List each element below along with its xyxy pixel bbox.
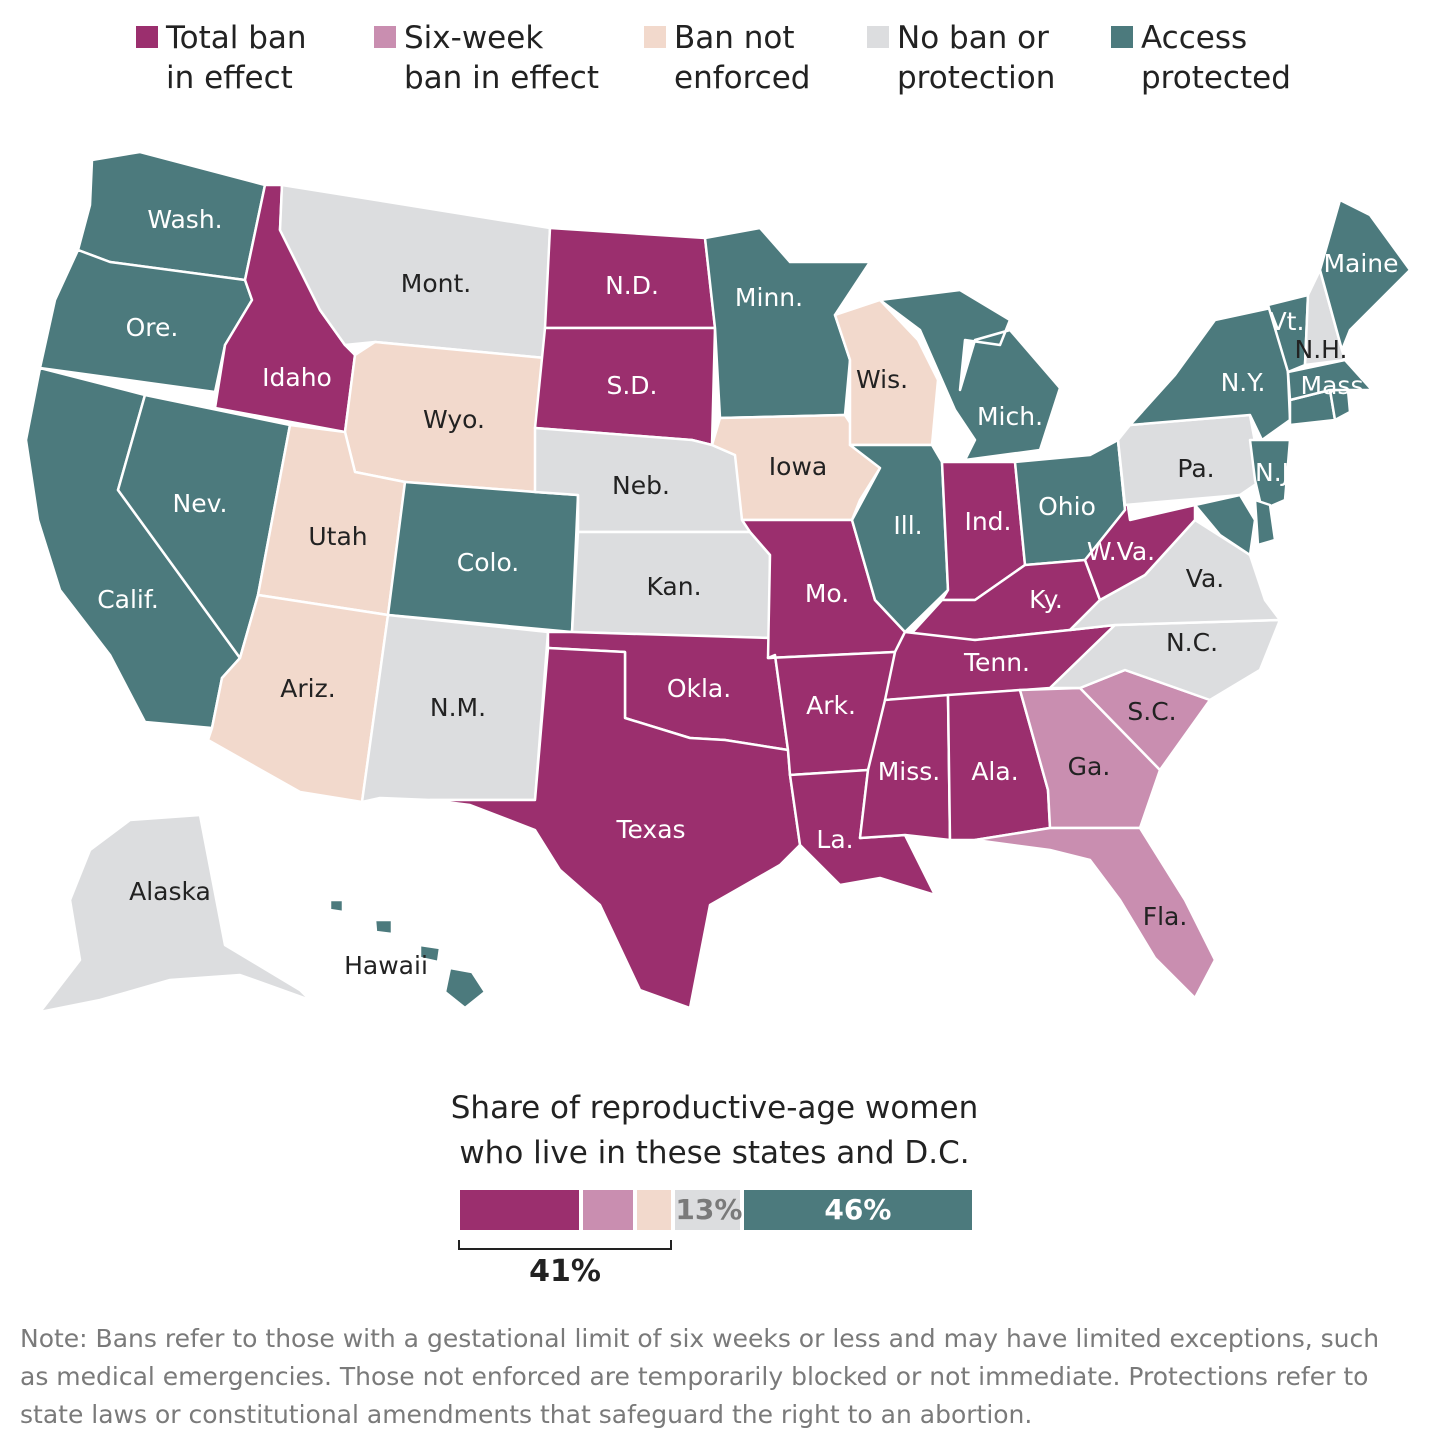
state-label-va: Va. (1186, 564, 1224, 593)
state-label-tx: Texas (615, 815, 685, 844)
share-segment-six-week (583, 1190, 633, 1230)
legend-label: ban in effect (404, 60, 599, 96)
state-nh (1303, 268, 1347, 367)
state-label-fl: Fla. (1143, 902, 1188, 931)
legend-label: in effect (166, 60, 293, 96)
share-segment-not-enforced (636, 1190, 672, 1230)
state-label-nh: N.H. (1295, 335, 1348, 364)
state-nj (1248, 438, 1292, 512)
state-wi (833, 298, 940, 447)
state-label-il: Ill. (893, 511, 922, 540)
legend-label: protection (897, 60, 1056, 96)
state-label-al: Ala. (971, 757, 1018, 786)
state-label-ok: Okla. (667, 674, 731, 703)
state-label-ia: Iowa (769, 452, 827, 481)
us-map: Wash. Ore. Calif. Nev. Idaho Mont. Wyo. … (24, 150, 1412, 1014)
state-label-me: Maine (1323, 249, 1398, 278)
state-label-mi: Mich. (977, 402, 1043, 431)
ban-bracket (458, 1240, 672, 1250)
state-label-ca: Calif. (97, 585, 159, 614)
state-label-ks: Kan. (646, 572, 701, 601)
state-label-mt: Mont. (401, 269, 471, 298)
state-label-ny: N.Y. (1221, 368, 1266, 397)
state-label-nj: N.J. (1255, 458, 1297, 487)
legend-label: Six-week (404, 20, 544, 56)
state-mi (878, 288, 1062, 462)
state-ak (38, 813, 312, 1014)
state-label-sc: S.C. (1127, 697, 1176, 726)
legend-swatch (1111, 26, 1133, 48)
state-label-vt: Vt. (1270, 307, 1305, 336)
state-tx (428, 646, 802, 1010)
legend-label: protected (1141, 60, 1291, 96)
state-label-wv: W.Va. (1087, 537, 1155, 566)
state-label-wa: Wash. (147, 205, 222, 234)
state-fl (973, 826, 1217, 1000)
state-label-az: Ariz. (280, 674, 335, 703)
state-label-ar: Ark. (806, 691, 856, 720)
state-label-in: Ind. (964, 507, 1011, 536)
legend: Total ban in effect Six-week ban in effe… (0, 18, 1429, 108)
legend-label: Access (1141, 20, 1248, 56)
state-label-ak: Alaska (129, 877, 211, 906)
state-label-mn: Minn. (735, 283, 803, 312)
share-title: Share of reproductive-age women who live… (0, 1086, 1429, 1176)
state-md (1193, 493, 1257, 557)
island-oahu (373, 918, 394, 936)
state-hi (328, 898, 487, 1010)
share-segment-no-ban (675, 1190, 740, 1230)
state-label-or: Ore. (126, 313, 179, 342)
island-hawaii (443, 966, 487, 1010)
share-segment-protected (743, 1190, 972, 1230)
state-label-ms: Miss. (878, 757, 941, 786)
state-label-wi: Wis. (856, 365, 908, 394)
state-labels: Wash. Ore. Calif. Nev. Idaho Mont. Wyo. … (97, 205, 1398, 980)
legend-swatch (374, 26, 396, 48)
state-label-ma: Mass. (1301, 371, 1372, 400)
share-label-no-ban: 13% (675, 1193, 743, 1226)
legend-label: Total ban (166, 20, 307, 56)
state-label-pa: Pa. (1177, 454, 1214, 483)
state-label-co: Colo. (457, 548, 520, 577)
legend-swatch (136, 26, 158, 48)
state-label-sd: S.D. (606, 371, 657, 400)
state-label-ky: Ky. (1029, 585, 1063, 614)
legend-label: Ban not (674, 20, 795, 56)
footnote: Note: Bans refer to those with a gestati… (20, 1324, 1380, 1429)
share-title-line: who live in these states and D.C. (459, 1135, 970, 1171)
state-label-id: Idaho (262, 363, 332, 392)
state-label-mo: Mo. (805, 579, 849, 608)
legend-swatch (867, 26, 889, 48)
share-segment-total-ban (460, 1190, 580, 1230)
state-shapes (24, 150, 1412, 1014)
state-label-oh: Ohio (1038, 492, 1096, 521)
state-label-la: La. (816, 825, 853, 854)
state-de (1253, 498, 1277, 547)
ban-bracket-label: 41% (529, 1254, 601, 1289)
state-label-ut: Utah (308, 522, 367, 551)
share-label-protected: 46% (824, 1193, 892, 1226)
share-title-line: Share of reproductive-age women (450, 1090, 979, 1126)
state-label-nd: N.D. (605, 271, 659, 300)
island-maui (418, 943, 442, 964)
state-label-ne: Neb. (612, 471, 670, 500)
state-label-nv: Nev. (173, 489, 228, 518)
legend-label: No ban or (897, 20, 1049, 56)
island-kauai (328, 898, 345, 914)
legend-swatch (644, 26, 666, 48)
state-label-wy: Wyo. (423, 405, 485, 434)
state-me (1318, 198, 1412, 352)
legend-label: enforced (674, 60, 811, 96)
state-label-ga: Ga. (1068, 752, 1111, 781)
state-label-tn: Tenn. (963, 648, 1030, 677)
state-label-hi: Hawaii (344, 951, 428, 980)
state-label-nm: N.M. (430, 693, 486, 722)
state-label-nc: N.C. (1166, 628, 1218, 657)
